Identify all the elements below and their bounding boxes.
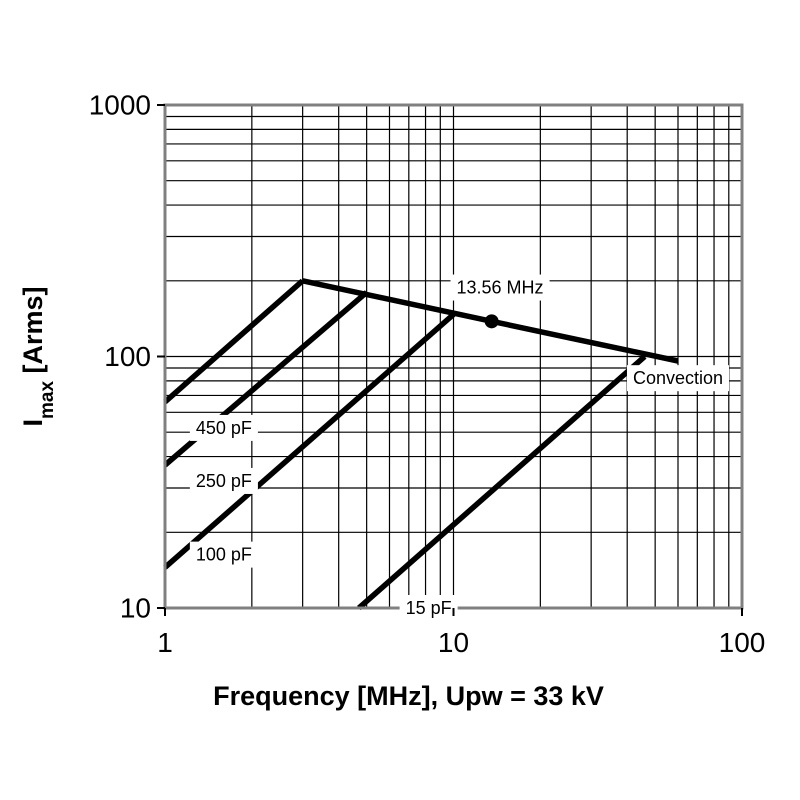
series-line-100-pf: [163, 312, 456, 570]
y-tick-label: 100: [104, 341, 151, 372]
annotation-text: Convection: [633, 368, 723, 388]
annotation-bg: [189, 467, 258, 494]
series-layer: [163, 278, 679, 611]
x-axis-title: Frequency [MHz], Upw = 33 kV: [213, 681, 604, 711]
annotation-text: 100 pF: [196, 545, 252, 565]
marker-point-13-56-mhz: [484, 314, 499, 329]
annotation-450-pf: 450 pF: [189, 414, 258, 441]
y-tick-label: 1000: [89, 90, 151, 121]
annotation-text: 13.56 MHz: [457, 278, 544, 298]
annotation-250-pf: 250 pF: [189, 467, 258, 494]
label-layer: 450 pF 250 pF 100 pF 15 pF Convection 13.56 M…: [189, 274, 730, 621]
annotation-text: 250 pF: [196, 471, 252, 491]
annotation-convection: Convection: [626, 365, 730, 392]
annotation-bg: [450, 274, 550, 301]
series-line-15-pf: [357, 354, 647, 611]
annotation-text: 450 pF: [196, 418, 252, 438]
annotation-bg: [189, 414, 258, 441]
annotation-13-56-mhz: 13.56 MHz: [450, 274, 550, 301]
y-axis-title: Imax [Arms]: [18, 286, 58, 426]
x-tick-label: 1: [157, 627, 173, 658]
annotation-bg: [626, 365, 730, 392]
annotation-100-pf: 100 pF: [189, 541, 258, 568]
x-tick-label: 10: [438, 627, 469, 658]
annotation-15-pf: 15 pF: [399, 595, 458, 621]
annotation-text: 15 pF: [406, 598, 452, 618]
annotation-bg: [399, 595, 458, 621]
series-line-450-pf: [163, 278, 305, 404]
annotation-bg: [189, 541, 258, 568]
x-tick-label: 100: [719, 627, 766, 658]
y-tick-label: 10: [120, 593, 151, 624]
